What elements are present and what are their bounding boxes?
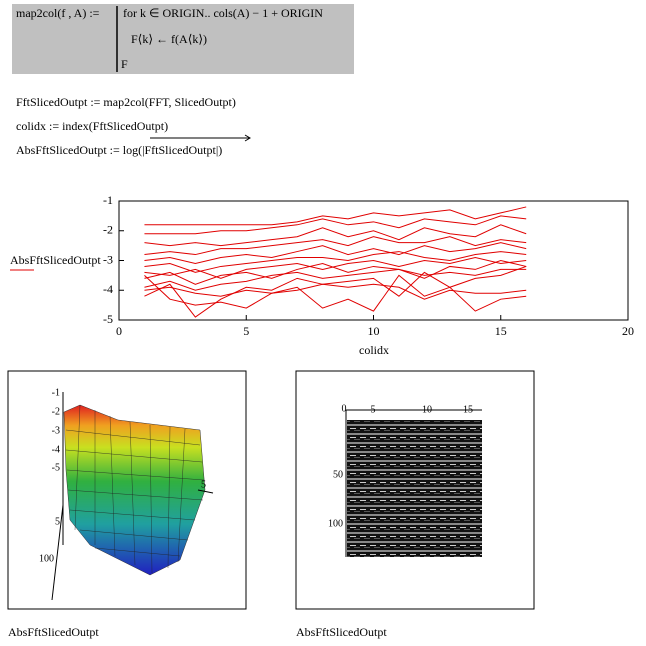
x-axis-label: colidx bbox=[359, 343, 389, 357]
y-tick-label: -2 bbox=[103, 223, 113, 237]
series-line bbox=[144, 206, 527, 226]
top-tick-label: 0 bbox=[342, 403, 347, 414]
series-line bbox=[144, 265, 527, 318]
left-tick-label: 50 bbox=[333, 469, 343, 480]
x-tick-label: 20 bbox=[622, 324, 634, 338]
surface-mesh bbox=[65, 404, 205, 574]
z-tick-label: -1 bbox=[52, 387, 60, 398]
series-line bbox=[144, 242, 527, 264]
result: F bbox=[121, 57, 128, 71]
y-tick-label: -4 bbox=[103, 282, 113, 296]
top-tick-label: 15 bbox=[463, 404, 473, 415]
equation: FftSlicedOutpt := map2col(FFT, SlicedOut… bbox=[16, 95, 236, 109]
equation: AbsFftSlicedOutpt := log(|FftSlicedOutpt… bbox=[16, 143, 222, 157]
surface-plot-frame bbox=[7, 370, 247, 610]
vectorize-arrow-head bbox=[244, 134, 251, 142]
y-tick-label: -1 bbox=[103, 193, 113, 207]
program-region bbox=[12, 4, 354, 74]
series-line bbox=[144, 257, 527, 279]
series-line bbox=[144, 215, 527, 235]
series-line bbox=[144, 283, 527, 300]
y-tick-label: 100 bbox=[39, 553, 54, 564]
x-tick-label: 5 bbox=[201, 479, 206, 490]
equation: colidx := index(FftSlicedOutpt) bbox=[16, 119, 168, 133]
z-tick-label: -4 bbox=[52, 444, 60, 455]
z-tick-label: -5 bbox=[52, 462, 60, 473]
surface-caption: AbsFftSlicedOutpt bbox=[8, 625, 99, 639]
definition: map2col(f , A) := bbox=[16, 6, 100, 20]
loop-body: F⟨k⟩ ← f(A⟨k⟩) bbox=[131, 32, 207, 46]
series-line bbox=[144, 268, 527, 291]
x-tick-label: 10 bbox=[368, 324, 380, 338]
line-chart: AbsFftSlicedOutpt colidx 0 5 10 15 20 -1 -2 -3 -… bbox=[10, 193, 634, 357]
x-tick-label: 5 bbox=[243, 324, 249, 338]
series-line bbox=[144, 259, 527, 285]
series-line bbox=[144, 236, 527, 256]
y-tick-label: -3 bbox=[103, 252, 113, 266]
y-tick-label: 5 bbox=[55, 516, 60, 527]
image bbox=[347, 420, 482, 557]
x-tick-label: 15 bbox=[495, 324, 507, 338]
top-tick-label: 5 bbox=[371, 404, 376, 415]
x-tick-label: 0 bbox=[116, 324, 122, 338]
top-tick-label: 10 bbox=[422, 404, 432, 415]
y-axis-label: AbsFftSlicedOutpt bbox=[10, 253, 101, 267]
z-tick-label: -3 bbox=[52, 425, 60, 436]
image-plot-frame bbox=[295, 370, 535, 610]
x-axis bbox=[197, 489, 214, 494]
y-tick-label: -5 bbox=[103, 312, 113, 326]
image-caption: AbsFftSlicedOutpt bbox=[296, 625, 387, 639]
z-tick-label: -2 bbox=[52, 406, 60, 417]
series-line bbox=[144, 251, 527, 273]
left-tick-label: 100 bbox=[328, 518, 343, 529]
y-axis bbox=[51, 504, 64, 601]
loop: for k ∈ ORIGIN.. cols(A) − 1 + ORIGIN bbox=[123, 6, 323, 20]
series-line bbox=[144, 274, 527, 312]
series-line bbox=[144, 224, 527, 247]
